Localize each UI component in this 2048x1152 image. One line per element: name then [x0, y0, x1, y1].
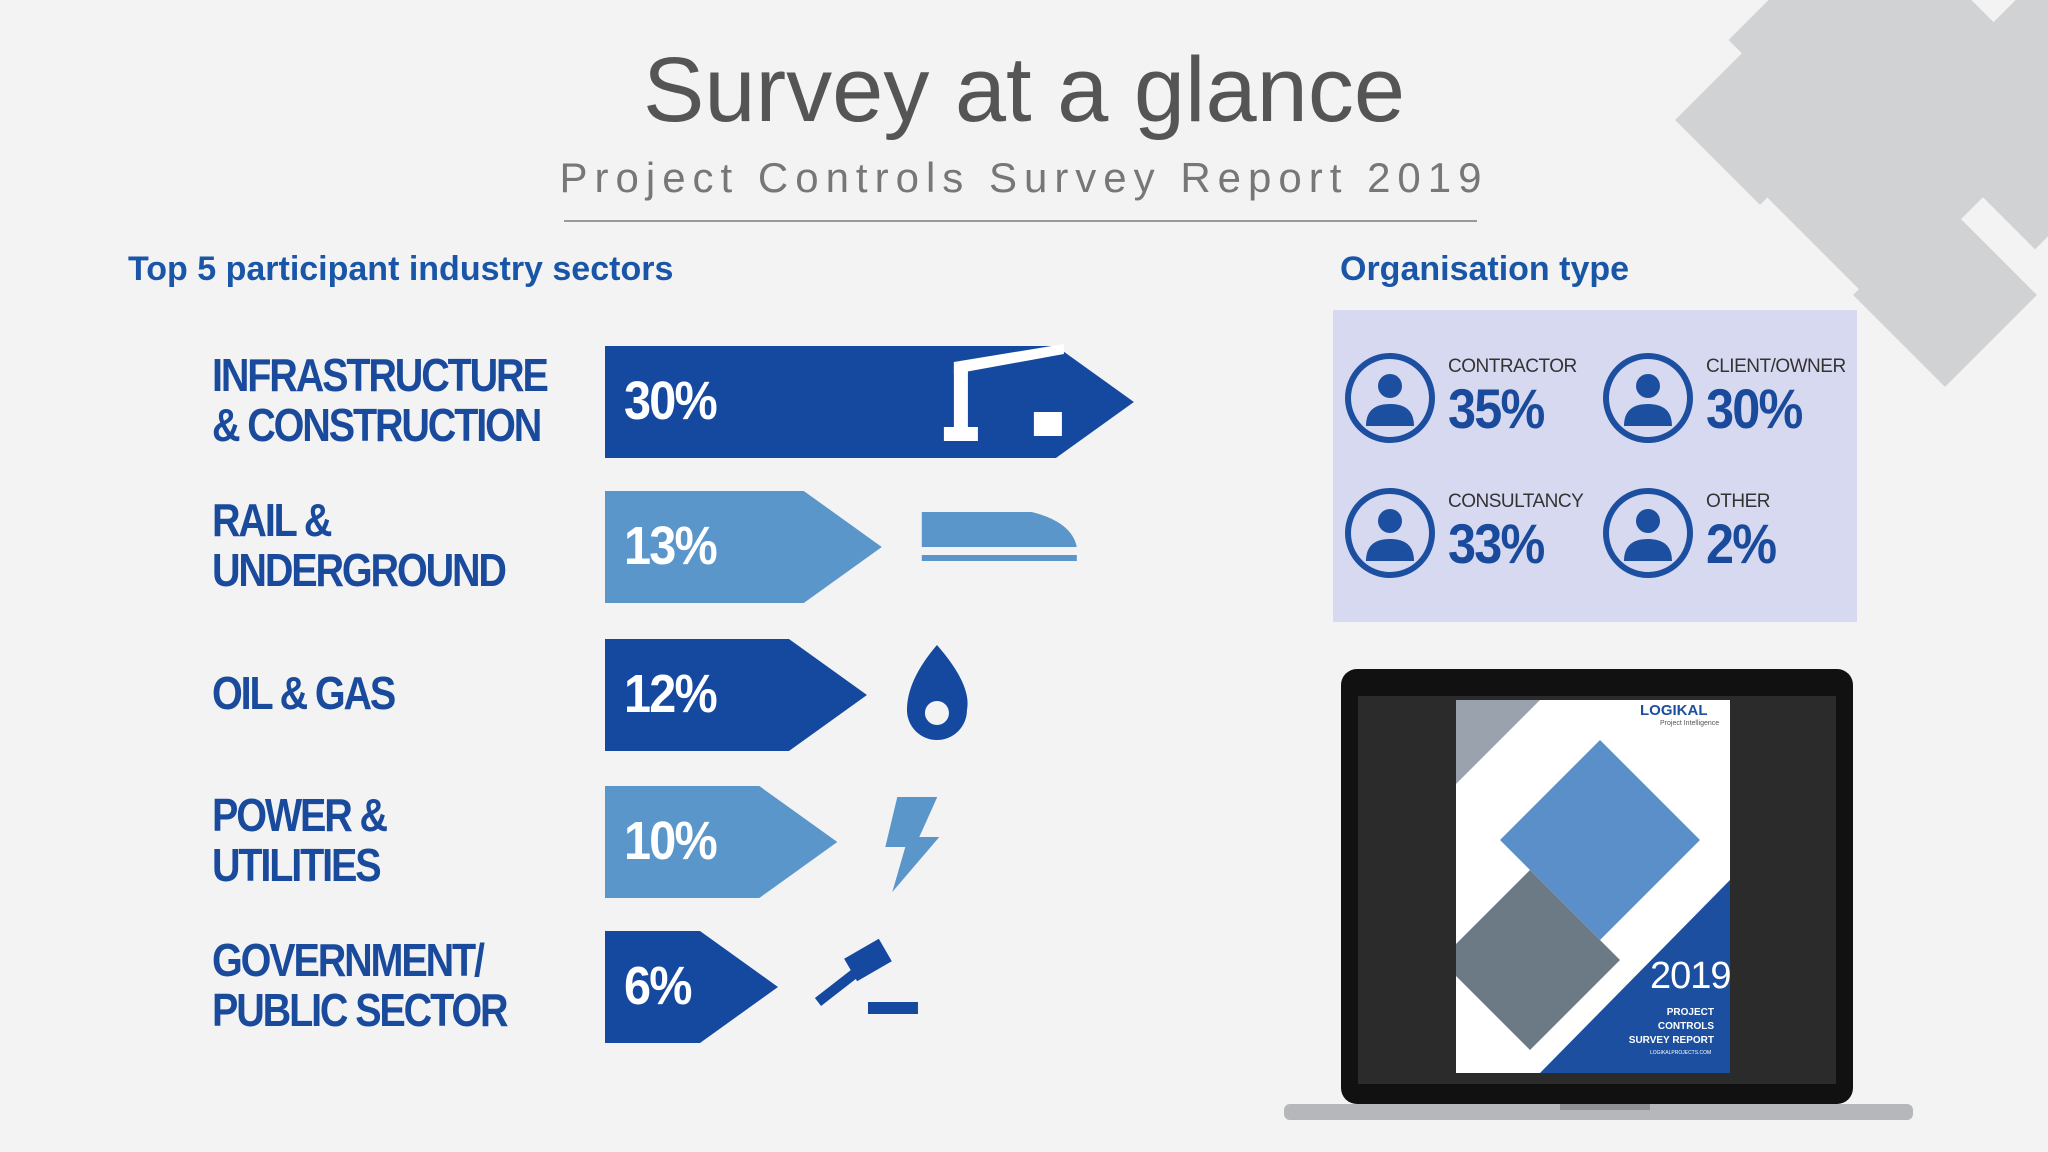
diamond — [1675, 35, 1845, 205]
icon — [867, 1002, 918, 1014]
org-value: 33% — [1448, 512, 1545, 575]
sector-value: 13% — [624, 516, 718, 576]
sector-bar — [605, 931, 778, 1043]
laptop-notch — [1560, 1104, 1650, 1110]
sector-bar — [605, 639, 867, 751]
icon — [921, 512, 1077, 547]
sector-bar — [605, 491, 882, 603]
org-body — [1366, 404, 1414, 426]
sector-label: INFRASTRUCTURE & CONSTRUCTION — [212, 349, 549, 451]
cover-url: LOGIKALPROJECTS.COM — [1650, 1050, 1712, 1056]
org-head — [1636, 509, 1660, 533]
org-heading: Organisation type — [1340, 250, 1630, 288]
org-body — [1624, 539, 1672, 561]
org-label: OTHER — [1706, 491, 1771, 512]
laptop-base — [1284, 1104, 1913, 1120]
sector-value: 30% — [624, 371, 718, 431]
org-head — [1378, 374, 1402, 398]
icon — [885, 797, 940, 892]
sector-value: 6% — [624, 956, 692, 1016]
cover-blue — [1540, 880, 1730, 1073]
sector-label: GOVERNMENT/ PUBLIC SECTOR — [212, 934, 509, 1036]
title: Survey at a glance — [642, 39, 1405, 141]
icon — [921, 555, 1077, 561]
sector-label: OIL & GAS — [212, 667, 396, 719]
icon — [953, 362, 968, 437]
icon — [906, 645, 968, 741]
org-ring — [1603, 353, 1693, 443]
icon — [943, 427, 978, 441]
laptop — [1284, 669, 1913, 1120]
cover-year: 2019 — [1650, 955, 1732, 997]
org-ring — [1603, 488, 1693, 578]
org-value: 35% — [1448, 377, 1545, 440]
sector-bar — [605, 346, 1134, 458]
sector-bar — [605, 786, 838, 898]
sector-label: POWER & UTILITIES — [212, 789, 388, 891]
org-head — [1636, 374, 1660, 398]
org-panel — [1333, 310, 1857, 622]
org-label: CONTRACTOR — [1448, 356, 1577, 377]
org-value: 2% — [1706, 512, 1777, 575]
icon — [1033, 412, 1062, 436]
icon — [814, 963, 867, 1006]
cover-logo: LOGIKAL — [1640, 702, 1708, 719]
sector-value: 12% — [624, 664, 718, 724]
org-label: CONSULTANCY — [1448, 491, 1584, 512]
diamond — [1853, 203, 2037, 387]
org-ring — [1345, 353, 1435, 443]
subtitle: Project Controls Survey Report 2019 — [559, 154, 1489, 201]
org-label: CLIENT/OWNER — [1706, 356, 1846, 377]
icon — [924, 701, 949, 725]
sectors-heading: Top 5 participant industry sectors — [128, 250, 674, 288]
org-body — [1366, 539, 1414, 561]
org-value: 30% — [1706, 377, 1803, 440]
cover-tagline: Project Intelligence — [1660, 720, 1720, 727]
sector-label: RAIL & UNDERGROUND — [212, 494, 507, 596]
icon — [953, 344, 1064, 374]
org-head — [1378, 509, 1402, 533]
org-ring — [1345, 488, 1435, 578]
cover-title: PROJECT CONTROLS SURVEY REPORT — [1628, 1007, 1714, 1046]
org-body — [1624, 404, 1672, 426]
cover-photo — [1456, 870, 1620, 1050]
sector-value: 10% — [624, 811, 718, 871]
cover-photo — [1456, 700, 1540, 784]
